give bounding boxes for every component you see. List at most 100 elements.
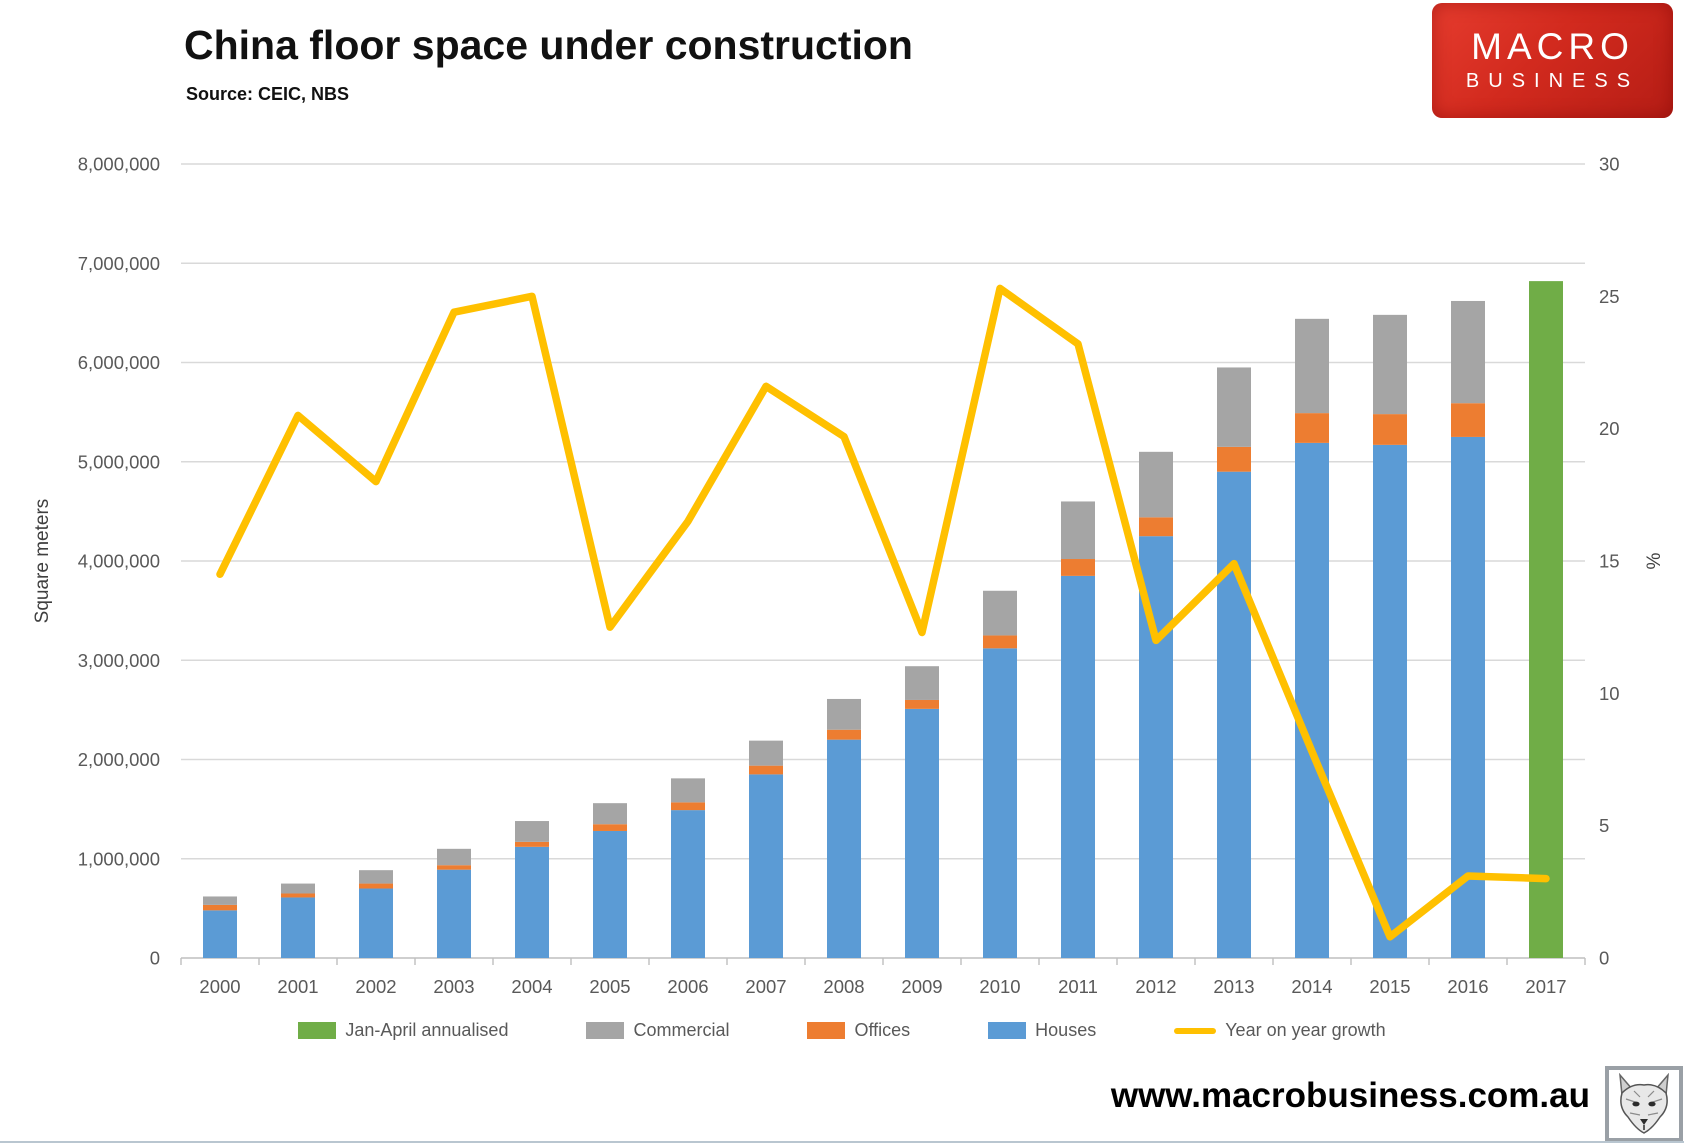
right-axis-tick-label: 25 — [1599, 286, 1620, 307]
x-axis-category-label: 2005 — [589, 976, 630, 997]
left-axis-tick-label: 7,000,000 — [78, 253, 160, 274]
x-axis-category-label: 2001 — [277, 976, 318, 997]
legend-swatch-4 — [1174, 1027, 1217, 1034]
site-url: www.macrobusiness.com.au — [1110, 1076, 1590, 1115]
right-axis-tick-label: 30 — [1599, 154, 1620, 175]
bar-segment-offices-2012 — [1139, 517, 1173, 537]
bar-segment-commercial-2005 — [593, 803, 627, 825]
left-axis-tick-label: 1,000,000 — [78, 848, 160, 869]
bar-segment-offices-2004 — [515, 841, 549, 847]
bar-segment-offices-2014 — [1295, 413, 1329, 443]
bar-segment-commercial-2003 — [437, 848, 471, 866]
right-axis-title: % — [1644, 552, 1665, 569]
legend-swatch-2 — [807, 1022, 846, 1039]
bar-segment-offices-2000 — [203, 904, 237, 911]
bar-segment-commercial-2007 — [749, 740, 783, 766]
bar-segment-offices-2016 — [1451, 403, 1485, 437]
bar-segment-commercial-2002 — [359, 870, 393, 884]
right-axis-tick-label: 0 — [1599, 948, 1609, 969]
x-axis-category-label: 2008 — [823, 976, 864, 997]
bar-segment-houses-2007 — [749, 774, 783, 958]
bar-segment-offices-2003 — [437, 865, 471, 870]
x-axis-category-label: 2000 — [199, 976, 240, 997]
right-axis-tick-label: 5 — [1599, 815, 1609, 836]
bar-segment-commercial-2000 — [203, 896, 237, 905]
legend-label: Commercial — [633, 1020, 730, 1040]
logo-line1: MACRO — [1471, 25, 1634, 67]
bar-segment-houses-2010 — [983, 648, 1017, 958]
bar-segment-houses-2005 — [593, 830, 627, 958]
left-axis-tick-label: 5,000,000 — [78, 451, 160, 472]
x-axis-category-label: 2011 — [1058, 976, 1098, 997]
bar-segment-commercial-2010 — [983, 590, 1017, 636]
legend-swatch-3 — [988, 1022, 1027, 1039]
bar-segment-offices-2015 — [1373, 414, 1407, 445]
bar-segment-houses-2002 — [359, 888, 393, 958]
left-axis-title: Square meters — [32, 499, 53, 624]
bar-segment-offices-2008 — [827, 729, 861, 740]
left-axis-tick-label: 3,000,000 — [78, 650, 160, 671]
bar-segment-houses-2001 — [281, 897, 315, 958]
legend-item-4: Year on year growth — [1174, 1020, 1386, 1041]
left-axis-tick-label: 0 — [150, 948, 160, 969]
legend-swatch-0 — [298, 1022, 337, 1039]
x-axis-category-label: 2004 — [511, 976, 552, 997]
bar-segment-houses-2006 — [671, 810, 705, 958]
x-axis-category-label: 2013 — [1213, 976, 1254, 997]
x-axis-category-label: 2006 — [667, 976, 708, 997]
bottom-border — [0, 1141, 1684, 1143]
legend-label: Jan-April annualised — [345, 1020, 509, 1040]
x-axis-category-label: 2002 — [355, 976, 396, 997]
bar-segment-offices-2007 — [749, 765, 783, 775]
bar-segment-commercial-2014 — [1295, 318, 1329, 414]
bar-segment-houses-2016 — [1451, 436, 1485, 958]
right-axis-tick-label: 15 — [1599, 551, 1620, 572]
x-axis-category-label: 2003 — [433, 976, 474, 997]
bar-segment-houses-2014 — [1295, 442, 1329, 959]
legend-item-2: Offices — [807, 1020, 910, 1041]
legend-item-3: Houses — [988, 1020, 1096, 1041]
bar-segment-commercial-2004 — [515, 821, 549, 842]
bar-segment-houses-2003 — [437, 869, 471, 958]
left-axis-tick-label: 8,000,000 — [78, 154, 160, 175]
bar-segment-commercial-2008 — [827, 698, 861, 730]
x-axis-category-label: 2014 — [1291, 976, 1332, 997]
bar-segment-commercial-2015 — [1373, 314, 1407, 415]
wolf-logo — [1605, 1066, 1683, 1142]
bar-segment-commercial-2009 — [905, 666, 939, 700]
legend-label: Year on year growth — [1225, 1020, 1386, 1040]
bar-segment-offices-2009 — [905, 699, 939, 709]
bar-segment-houses-2013 — [1217, 471, 1251, 958]
left-axis-tick-label: 6,000,000 — [78, 352, 160, 373]
left-axis-tick-label: 4,000,000 — [78, 551, 160, 572]
legend-swatch-1 — [586, 1022, 625, 1039]
x-axis-category-label: 2016 — [1447, 976, 1488, 997]
bar-segment-offices-2013 — [1217, 446, 1251, 472]
chart-title: China floor space under construction — [184, 22, 913, 68]
chart-source: Source: CEIC, NBS — [186, 84, 350, 104]
bar-segment-offices-2011 — [1061, 559, 1095, 576]
x-axis-category-label: 2007 — [745, 976, 786, 997]
bar-segment-houses-2000 — [203, 910, 237, 958]
x-axis-category-label: 2012 — [1135, 976, 1176, 997]
bar-segment-commercial-2001 — [281, 883, 315, 894]
bar-annualised-2017 — [1529, 281, 1563, 958]
x-axis-category-label: 2017 — [1525, 976, 1566, 997]
legend-label: Offices — [854, 1020, 911, 1040]
macrobusiness-logo: MACRO BUSINESS — [1432, 3, 1673, 118]
right-axis-tick-label: 20 — [1599, 418, 1620, 439]
bar-segment-commercial-2013 — [1217, 367, 1251, 447]
bar-segment-commercial-2016 — [1451, 300, 1485, 404]
bar-segment-houses-2015 — [1373, 444, 1407, 958]
x-axis-category-label: 2009 — [901, 976, 942, 997]
right-axis-tick-label: 10 — [1599, 683, 1620, 704]
bar-segment-commercial-2012 — [1139, 451, 1173, 518]
bar-segment-offices-2005 — [593, 824, 627, 831]
legend-label: Houses — [1035, 1020, 1097, 1040]
bar-segment-houses-2008 — [827, 739, 861, 958]
legend-item-1: Commercial — [586, 1020, 729, 1041]
wolf-icon — [1619, 1073, 1669, 1134]
bar-segment-commercial-2011 — [1061, 501, 1095, 560]
x-axis-category-label: 2015 — [1369, 976, 1410, 997]
